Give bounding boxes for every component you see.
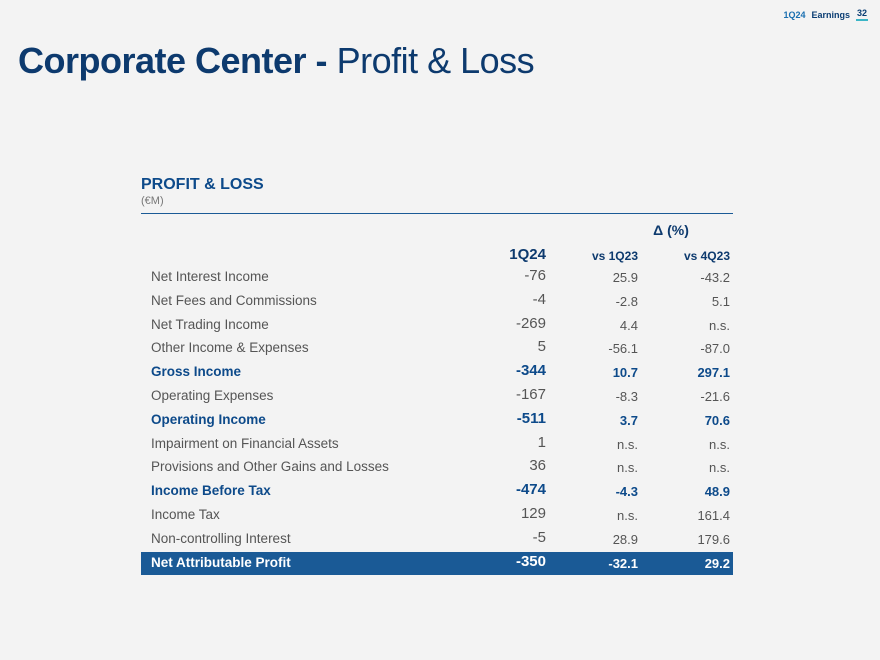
row-label: Net Interest Income	[151, 269, 269, 284]
row-value-1q24: -269	[515, 314, 546, 332]
period-label: 1Q24	[783, 9, 806, 20]
row-value-vs-1q23: -2.8	[615, 293, 638, 309]
row-value-vs-1q23: 4.4	[619, 317, 638, 333]
row-value-1q24: 129	[520, 504, 546, 522]
row-value-vs-1q23: -32.1	[608, 555, 638, 571]
col-header-vs-1q23: vs 1Q23	[591, 249, 638, 263]
title-bold: Corporate Center -	[18, 40, 328, 81]
row-value-vs-4q23: n.s.	[709, 436, 730, 452]
row-value-1q24: 36	[529, 457, 546, 475]
section-unit: (€M)	[141, 195, 164, 207]
row-value-1q24: -350	[515, 552, 546, 570]
table-row: Net Interest Income -76 25.9 -43.2	[141, 266, 733, 290]
page-number: 32	[855, 8, 868, 21]
row-value-vs-1q23: n.s.	[617, 460, 638, 476]
table-row-subtotal: Income Before Tax -474 -4.3 48.9	[141, 480, 733, 504]
col-header-vs-4q23: vs 4Q23	[683, 249, 730, 263]
page-title: Corporate Center - Profit & Loss	[18, 40, 535, 82]
earnings-label: Earnings	[811, 9, 850, 20]
row-value-vs-1q23: -4.3	[615, 484, 638, 500]
table-row-subtotal: Operating Income -511 3.7 70.6	[141, 409, 733, 433]
row-value-vs-1q23: 10.7	[612, 365, 638, 381]
row-value-1q24: -76	[524, 267, 546, 284]
row-value-vs-4q23: 297.1	[697, 365, 730, 381]
delta-header: Δ (%)	[653, 222, 689, 238]
row-label: Net Attributable Profit	[151, 554, 291, 570]
row-label: Income Before Tax	[151, 483, 271, 499]
table-row: Non-controlling Interest -5 28.9 179.6	[141, 528, 733, 552]
table-row: Provisions and Other Gains and Losses 36…	[141, 456, 733, 480]
row-value-vs-4q23: 5.1	[711, 293, 730, 309]
row-label: Provisions and Other Gains and Losses	[151, 459, 389, 475]
row-value-vs-4q23: n.s.	[709, 460, 730, 476]
row-label: Net Trading Income	[151, 316, 269, 332]
row-label: Non-controlling Interest	[151, 530, 291, 546]
row-value-vs-4q23: -21.6	[700, 388, 730, 404]
row-value-vs-4q23: 70.6	[704, 412, 730, 428]
row-value-vs-1q23: n.s.	[617, 507, 638, 523]
row-label: Net Fees and Commissions	[151, 292, 317, 308]
row-value-vs-1q23: 28.9	[612, 531, 638, 547]
col-header-1q24: 1Q24	[509, 246, 546, 263]
section-title: PROFIT & LOSS	[141, 176, 264, 193]
table-row: Operating Expenses -167 -8.3 -21.6	[141, 385, 733, 409]
row-value-1q24: -511	[516, 409, 546, 427]
title-light: Profit & Loss	[336, 40, 535, 81]
row-value-1q24: -5	[532, 528, 546, 546]
table-row: Net Fees and Commissions -4 -2.8 5.1	[141, 290, 733, 314]
row-label: Gross Income	[151, 364, 242, 380]
row-value-vs-4q23: 29.2	[704, 555, 730, 571]
row-label: Income Tax	[151, 506, 220, 522]
row-value-1q24: -167	[515, 385, 546, 403]
row-value-vs-4q23: n.s.	[709, 317, 730, 333]
row-value-vs-4q23: 48.9	[704, 484, 730, 500]
row-label: Other Income & Expenses	[151, 340, 309, 356]
row-value-vs-1q23: 3.7	[619, 412, 638, 428]
row-value-1q24: 1	[537, 433, 546, 451]
row-value-vs-1q23: 25.9	[612, 270, 638, 285]
row-value-vs-4q23: 161.4	[697, 507, 730, 523]
table-row: Net Trading Income -269 4.4 n.s.	[141, 314, 733, 338]
row-value-vs-1q23: n.s.	[617, 436, 638, 452]
row-value-vs-4q23: 179.6	[697, 531, 730, 547]
table-row-subtotal: Gross Income -344 10.7 297.1	[141, 361, 733, 385]
pnl-table: Net Interest Income -76 25.9 -43.2 Net F…	[141, 266, 733, 576]
row-value-vs-1q23: -56.1	[608, 341, 638, 357]
row-value-1q24: -474	[515, 481, 546, 499]
header-rule	[141, 213, 733, 214]
row-value-1q24: -4	[532, 290, 546, 308]
row-value-vs-1q23: -8.3	[615, 388, 638, 404]
table-row: Impairment on Financial Assets 1 n.s. n.…	[141, 433, 733, 457]
row-label: Operating Income	[151, 411, 266, 427]
row-value-1q24: 5	[537, 338, 546, 356]
row-label: Operating Expenses	[151, 387, 274, 403]
table-row-total: Net Attributable Profit -350 -32.1 29.2	[141, 551, 733, 576]
table-row: Other Income & Expenses 5 -56.1 -87.0	[141, 337, 733, 361]
column-headers: 1Q24 vs 1Q23 vs 4Q23	[141, 246, 733, 268]
row-label: Impairment on Financial Assets	[151, 435, 339, 451]
pnl-section: PROFIT & LOSS (€M) Δ (%) 1Q24 vs 1Q23 vs…	[141, 176, 733, 576]
row-value-vs-4q23: -43.2	[700, 270, 730, 285]
row-value-vs-4q23: -87.0	[700, 341, 730, 357]
table-row: Income Tax 129 n.s. 161.4	[141, 504, 733, 528]
row-value-1q24: -344	[515, 362, 546, 380]
page-header: 1Q24 Earnings 32	[783, 8, 868, 21]
